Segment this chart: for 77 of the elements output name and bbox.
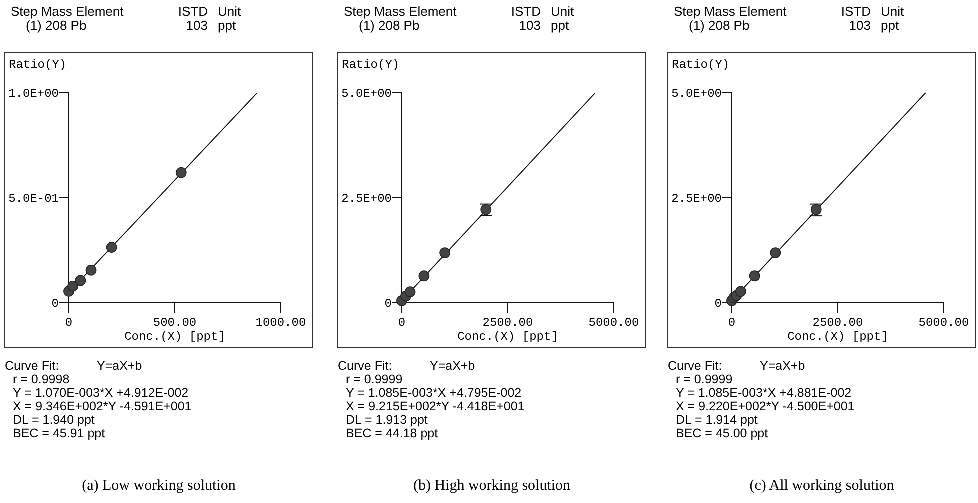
x-axis-title: Conc.(X) [ppt] <box>124 330 226 344</box>
text: (1) 208 Pb <box>689 18 750 33</box>
text: ISTD <box>178 4 208 19</box>
point <box>68 280 78 292</box>
y-tick-label: 0 <box>714 297 722 311</box>
x-tick-label: 2500.00 <box>812 316 864 330</box>
y-tick-label: 2.5E+00 <box>342 192 392 206</box>
text: BEC = 45.91 ppt <box>13 426 106 440</box>
text: Y=aX+b <box>760 359 806 373</box>
point <box>736 286 746 298</box>
point <box>75 275 86 286</box>
text: BEC = 45.00 ppt <box>676 426 769 440</box>
text: Unit <box>881 4 905 19</box>
text: DL = 1.940 ppt <box>13 413 96 427</box>
text: r = 0.9999 <box>346 372 403 386</box>
point <box>404 286 416 298</box>
text: Step Mass Element <box>674 4 788 19</box>
text: Y=aX+b <box>430 359 476 373</box>
text: (c) All working solution <box>750 478 895 494</box>
text: ppt <box>881 18 900 33</box>
point <box>86 265 97 276</box>
y-axis-title: Ratio(Y) <box>342 58 400 72</box>
y-tick-label: 5.0E-01 <box>8 192 59 206</box>
text: Step Mass Element <box>11 4 124 19</box>
text: Unit <box>551 4 575 19</box>
text: Curve Fit: <box>668 359 722 373</box>
y-axis-title: Ratio(Y) <box>9 58 67 72</box>
text: X = 9.346E+002*Y -4.591E+001 <box>13 400 192 414</box>
y-tick-label: 5.0E+00 <box>672 87 722 101</box>
text: 103 <box>186 18 208 33</box>
x-tick-label: 1000.00 <box>256 316 306 330</box>
y-axis-title: Ratio(Y) <box>672 58 730 72</box>
text: Y = 1.085E-003*X +4.795E-002 <box>346 386 522 400</box>
text: DL = 1.913 ppt <box>346 413 428 427</box>
point <box>440 248 451 258</box>
x-tick-label: 5000.00 <box>918 316 970 330</box>
text: Curve Fit: <box>5 359 60 373</box>
text: Unit <box>218 4 242 19</box>
point <box>749 270 760 282</box>
point <box>418 270 430 282</box>
text: Y = 1.070E-003*X +4.912E-002 <box>13 386 189 400</box>
text: 103 <box>519 18 541 33</box>
text: r = 0.9998 <box>13 372 70 386</box>
text: (1) 208 Pb <box>26 18 87 33</box>
text: X = 9.215E+002*Y -4.418E+001 <box>346 400 525 414</box>
text: ppt <box>218 18 236 33</box>
text: DL = 1.914 ppt <box>676 413 758 427</box>
text: X = 9.220E+002*Y -4.500E+001 <box>676 400 855 414</box>
text: 103 <box>849 18 871 33</box>
y-tick-label: 0 <box>384 297 392 311</box>
x-tick-label: 500.00 <box>153 316 197 330</box>
x-axis-title: Conc.(X) [ppt] <box>788 330 888 344</box>
y-tick-label: 2.5E+00 <box>672 192 722 206</box>
text: (b) High working solution <box>413 478 572 494</box>
text: Y=aX+b <box>97 359 142 373</box>
text: Curve Fit: <box>338 359 392 373</box>
y-tick-label: 1.0E+00 <box>8 87 59 101</box>
x-tick-label: 5000.00 <box>588 316 640 330</box>
point <box>176 167 187 178</box>
x-axis-title: Conc.(X) [ppt] <box>458 330 558 344</box>
x-tick-label: 2500.00 <box>482 316 534 330</box>
text: ISTD <box>841 4 871 19</box>
y-tick-label: 5.0E+00 <box>342 87 392 101</box>
x-tick-label: 0 <box>65 316 73 330</box>
text: (a) Low working solution <box>82 478 236 494</box>
text: r = 0.9999 <box>676 372 733 386</box>
point <box>770 248 782 258</box>
y-tick-label: 0 <box>52 297 59 311</box>
text: BEC = 44.18 ppt <box>346 426 439 440</box>
text: Y = 1.085E-003*X +4.881E-002 <box>676 386 852 400</box>
text: Step Mass Element <box>344 4 458 19</box>
point <box>106 242 118 253</box>
text: ISTD <box>511 4 541 19</box>
x-tick-label: 0 <box>398 316 406 330</box>
x-tick-label: 0 <box>728 316 736 330</box>
text: (1) 208 Pb <box>359 18 420 33</box>
text: ppt <box>551 18 570 33</box>
